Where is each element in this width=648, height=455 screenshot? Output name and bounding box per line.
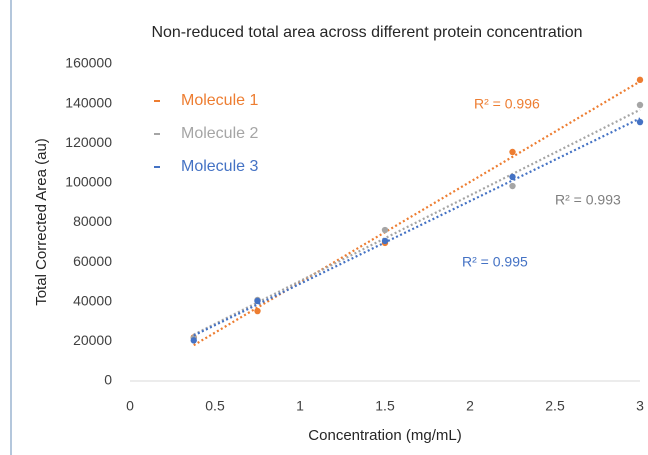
- y-tick-label: 0: [104, 372, 112, 388]
- x-tick-label: 0: [126, 398, 134, 414]
- r-squared-label: R² = 0.996: [474, 96, 540, 112]
- y-tick-label: 40000: [73, 292, 112, 308]
- x-tick-label: 0.5: [205, 398, 225, 414]
- data-point: [254, 307, 261, 315]
- y-tick-label: 120000: [65, 134, 112, 150]
- x-tick-label: 2: [466, 398, 474, 414]
- data-point: [636, 101, 644, 109]
- data-point: [636, 76, 644, 84]
- data-point: [381, 237, 389, 245]
- y-tick-label: 20000: [73, 332, 112, 348]
- data-point: [636, 118, 644, 126]
- y-tick-label: 80000: [73, 213, 112, 229]
- x-tick-label: 1.5: [375, 398, 395, 414]
- legend-label: Molecule 1: [181, 92, 258, 109]
- x-tick-label: 3: [636, 398, 644, 414]
- data-point: [190, 337, 197, 344]
- y-tick-label: 140000: [65, 94, 112, 110]
- r-squared-label: R² = 0.995: [462, 254, 528, 270]
- y-tick-label: 100000: [65, 174, 112, 190]
- data-point: [509, 182, 516, 190]
- trendline: [193, 117, 641, 337]
- y-axis-label: Total Corrected Area (au): [33, 138, 50, 306]
- data-point: [254, 297, 261, 305]
- x-tick-label: 2.5: [545, 398, 565, 414]
- legend-label: Molecule 3: [181, 158, 258, 175]
- data-point: [509, 173, 516, 181]
- y-tick-label: 160000: [65, 55, 112, 71]
- data-point: [509, 148, 516, 156]
- data-point: [381, 226, 389, 234]
- chart-title: Non-reduced total area across different …: [151, 24, 582, 41]
- r-squared-label: R² = 0.993: [555, 192, 621, 208]
- legend-label: Molecule 2: [181, 125, 258, 142]
- x-tick-label: 1: [296, 398, 304, 414]
- x-axis-label: Concentration (mg/mL): [308, 427, 461, 444]
- trendline: [193, 80, 641, 347]
- y-tick-label: 60000: [73, 253, 112, 269]
